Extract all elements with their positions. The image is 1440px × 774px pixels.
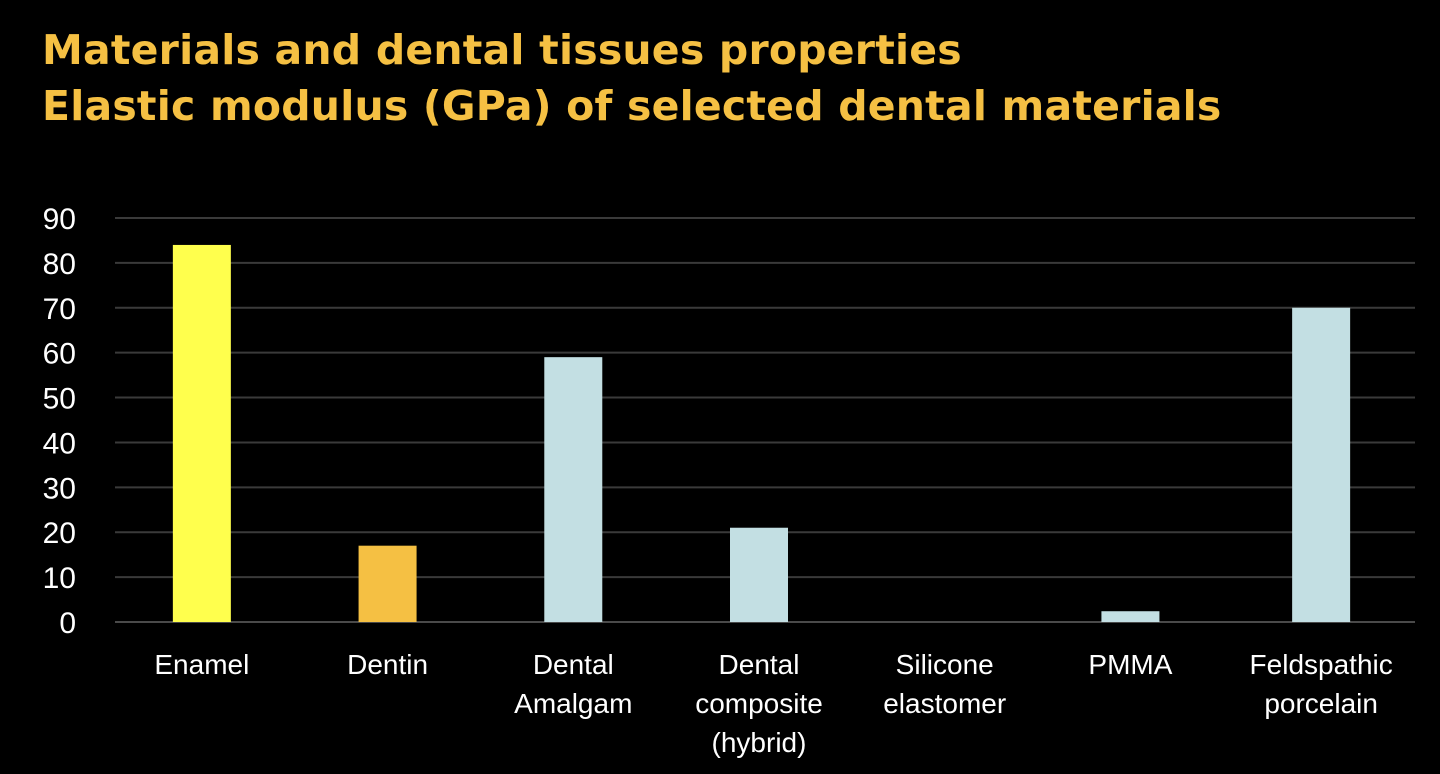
x-category-label-line: Silicone [896, 649, 994, 680]
x-category-label: PMMA [1088, 649, 1172, 680]
y-tick-label: 80 [43, 248, 76, 281]
x-category-label: Dental composite (hybrid) [695, 649, 823, 758]
x-category-label-line: composite [695, 688, 823, 719]
y-tick-label: 10 [43, 562, 76, 595]
y-tick-label: 20 [43, 517, 76, 550]
bars [172, 244, 1351, 622]
bar [172, 244, 231, 622]
y-tick-label: 40 [43, 427, 76, 460]
x-axis-labels: Enamel Dentin Dental Amalgam Dental composite… [154, 649, 1392, 758]
y-axis-ticks: 0 10 20 30 40 50 60 70 80 90 [43, 203, 76, 640]
x-category-label-line: Enamel [154, 649, 249, 680]
y-tick-label: 90 [43, 203, 76, 236]
bar [1101, 611, 1160, 622]
bar [730, 527, 788, 622]
slide-title: Materials and dental tissues properties … [42, 22, 1222, 134]
x-category-label-line: elastomer [883, 688, 1006, 719]
x-category-label-line: Dentin [347, 649, 428, 680]
title-line-1: Materials and dental tissues properties [42, 26, 962, 74]
x-category-label-line: PMMA [1088, 649, 1172, 680]
y-tick-label: 0 [59, 607, 76, 640]
bar [544, 357, 603, 622]
bar [358, 545, 417, 622]
y-tick-label: 60 [43, 338, 76, 371]
x-category-label-line: Feldspathic [1250, 649, 1393, 680]
y-tick-label: 70 [43, 293, 76, 326]
title-line-2: Elastic modulus (GPa) of selected dental… [42, 82, 1222, 130]
x-category-label: Enamel [154, 649, 249, 680]
x-category-label: Silicone elastomer [883, 649, 1006, 719]
x-category-label-line: Dental [719, 649, 800, 680]
x-category-label-line: Dental [533, 649, 614, 680]
x-category-label-line: porcelain [1264, 688, 1378, 719]
y-tick-label: 30 [43, 472, 76, 505]
bar [1292, 307, 1351, 622]
y-tick-label: 50 [43, 383, 76, 416]
x-category-label: Feldspathic porcelain [1250, 649, 1393, 719]
x-category-label: Dental Amalgam [514, 649, 632, 719]
x-category-label-line: (hybrid) [712, 727, 807, 758]
x-category-label-line: Amalgam [514, 688, 632, 719]
x-category-label: Dentin [347, 649, 428, 680]
